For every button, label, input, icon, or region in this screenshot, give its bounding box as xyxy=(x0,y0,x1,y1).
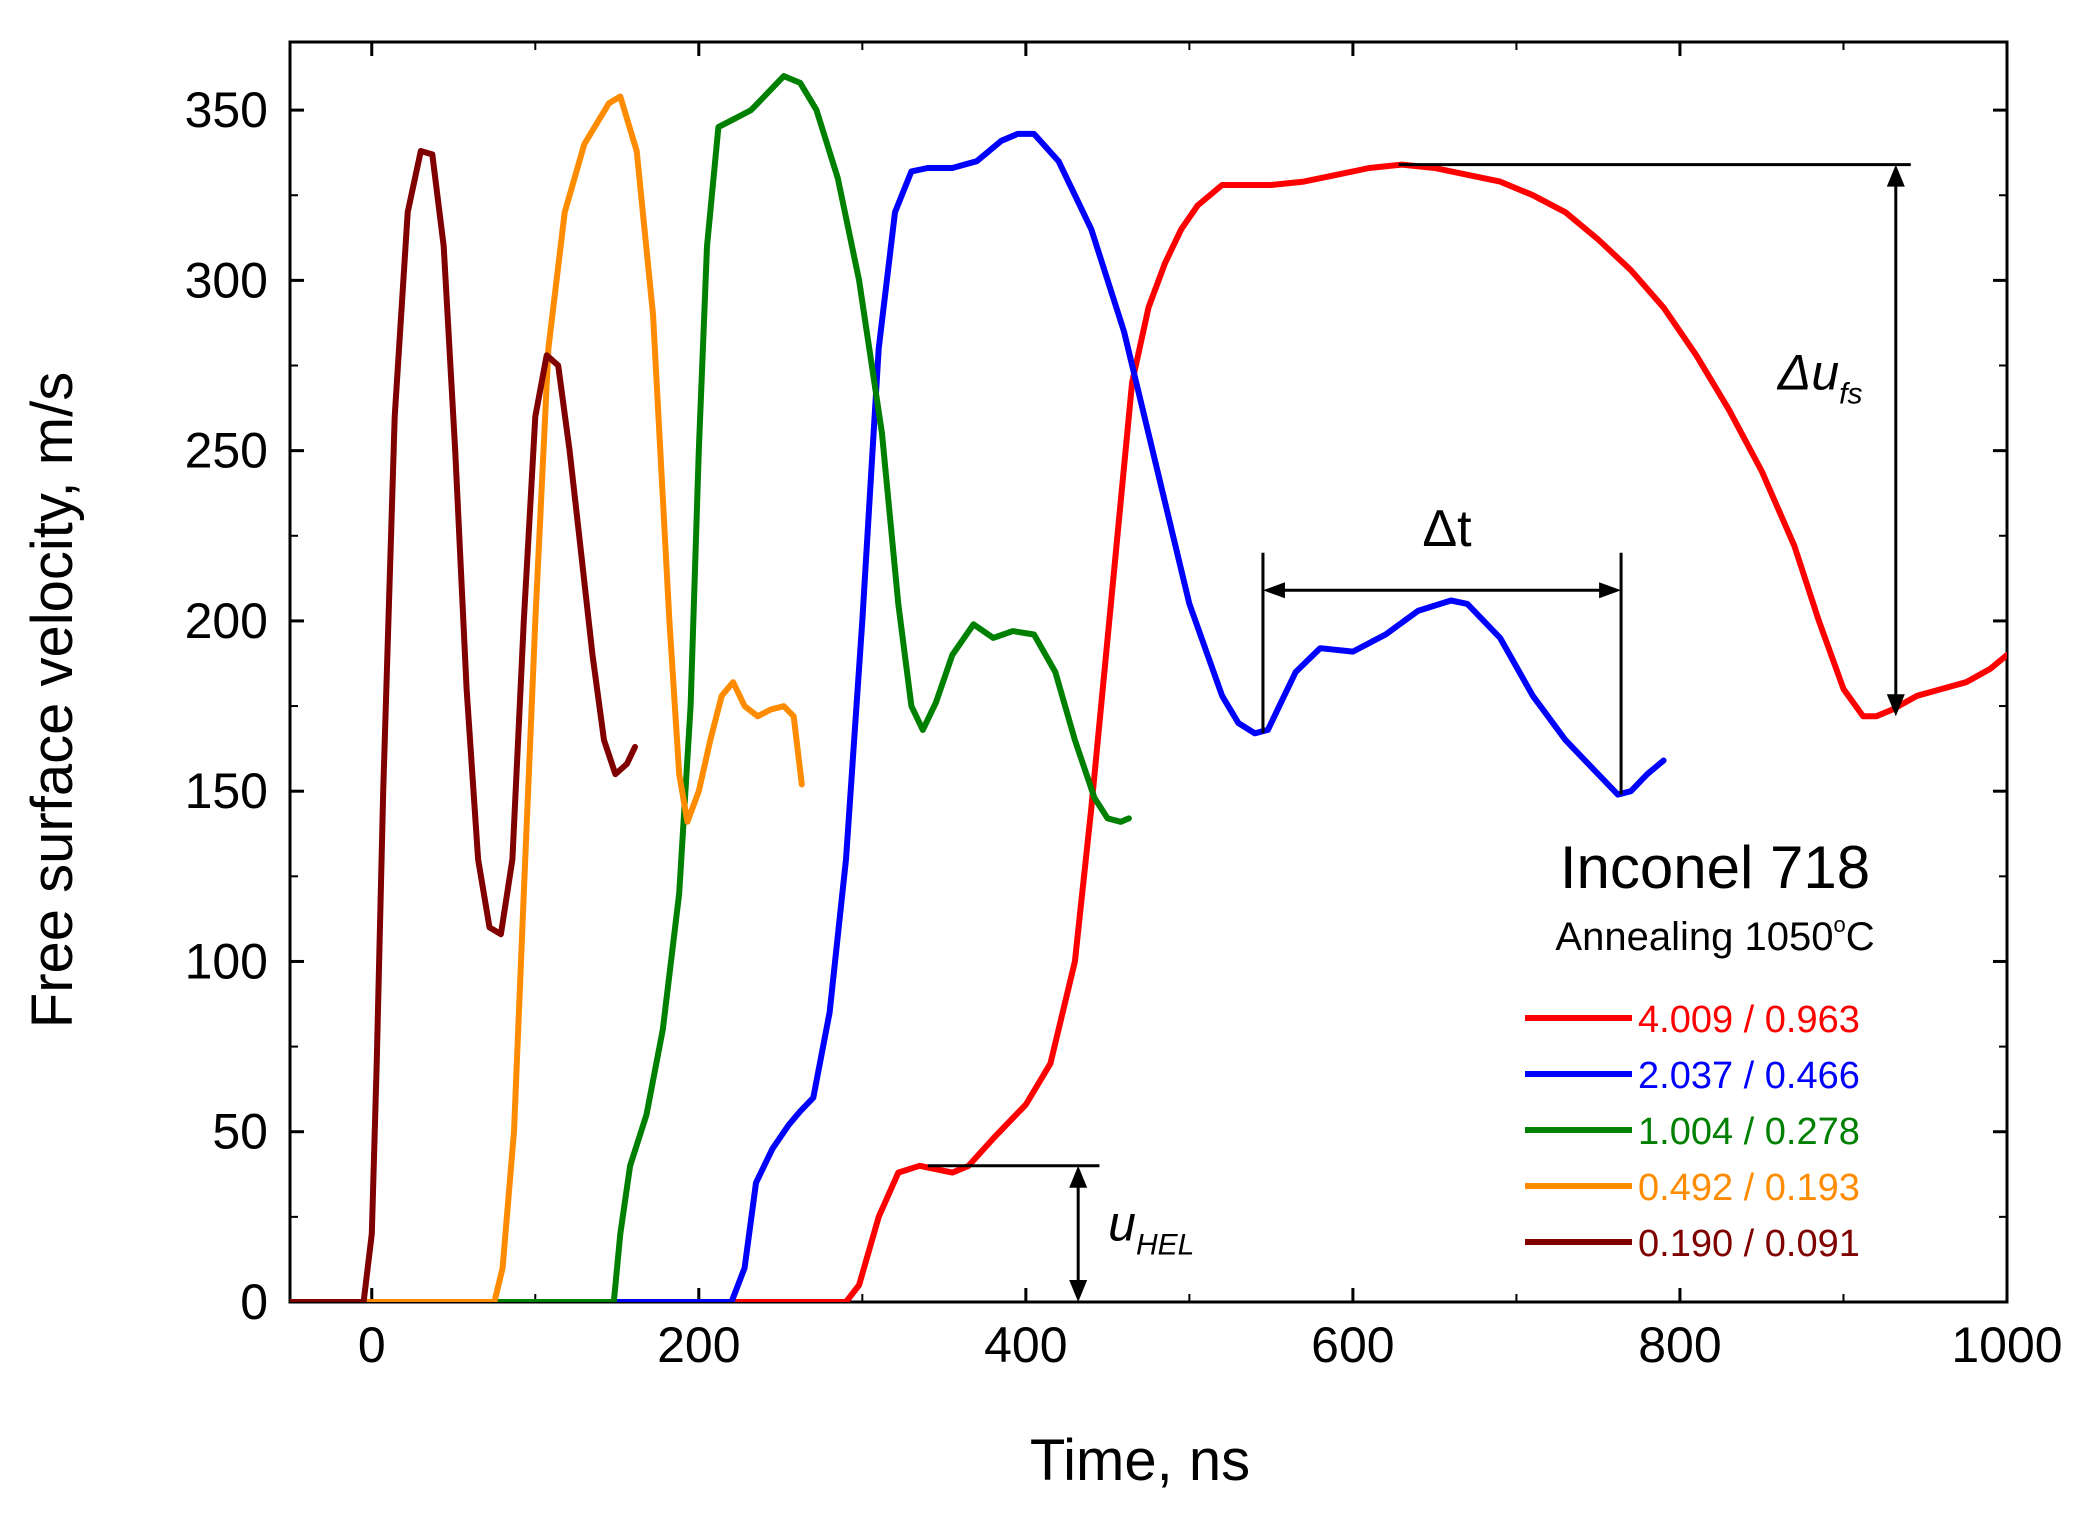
legend-label-3: 0.492 / 0.193 xyxy=(1638,1167,1860,1209)
legend-label-0: 4.009 / 0.963 xyxy=(1638,999,1860,1041)
x-tick-label: 200 xyxy=(657,1317,740,1373)
y-tick-label: 300 xyxy=(185,252,268,308)
legend-subtitle-unit: C xyxy=(1846,915,1875,959)
annotations: Δufs Δt uHEL xyxy=(927,163,1911,1302)
legend-title: Inconel 718 xyxy=(1560,834,1870,901)
u-hel-label: uHEL xyxy=(1108,1196,1194,1262)
u-hel-subscript: HEL xyxy=(1136,1229,1194,1262)
y-tick-label: 0 xyxy=(240,1274,268,1330)
legend-label-4: 0.190 / 0.091 xyxy=(1638,1223,1860,1265)
delta-u-arrow-head-down xyxy=(1886,694,1905,717)
legend-subtitle-prefix: Annealing 1050 xyxy=(1555,915,1833,959)
x-axis-title: Time, ns xyxy=(1030,1428,1250,1493)
delta-u-subscript: fs xyxy=(1839,377,1862,410)
delta-t-label: Δt xyxy=(1422,500,1472,558)
u-hel-symbol: u xyxy=(1108,1196,1136,1252)
y-tick-label: 150 xyxy=(185,763,268,819)
series-line-2 xyxy=(290,73,1132,1302)
legend-subtitle-degree: o xyxy=(1833,912,1845,937)
y-tick-label: 50 xyxy=(212,1104,268,1160)
x-tick-label: 0 xyxy=(358,1317,386,1373)
series-line-4 xyxy=(290,148,638,1302)
y-tick-label: 350 xyxy=(185,82,268,138)
legend: Inconel 718 Annealing 1050oC 4.009 / 0.963… xyxy=(1525,834,1875,1265)
x-tick-label: 400 xyxy=(984,1317,1067,1373)
delta-u-symbol: Δu xyxy=(1777,344,1839,400)
delta-t-arrow-head-right xyxy=(1599,582,1622,599)
u-hel-arrow-head-up xyxy=(1069,1165,1088,1188)
delta-u-arrow-head-up xyxy=(1886,164,1905,187)
plot-frame xyxy=(288,40,2009,1304)
axis-ticks: 0 200 400 600 800 1000 0 50 100 150 200 250 300 350 xyxy=(185,42,2063,1373)
legend-subtitle: Annealing 1050oC xyxy=(1555,912,1874,959)
legend-label-1: 2.037 / 0.466 xyxy=(1638,1055,1860,1097)
delta-u-label: Δufs xyxy=(1777,344,1863,410)
x-tick-label: 1000 xyxy=(1951,1317,2062,1373)
y-tick-label: 250 xyxy=(185,423,268,479)
legend-label-2: 1.004 / 0.278 xyxy=(1638,1111,1860,1153)
delta-t-arrow-head-left xyxy=(1262,582,1285,599)
y-tick-label: 100 xyxy=(185,933,268,989)
series-line-1 xyxy=(290,130,1667,1302)
series-line-3 xyxy=(290,93,805,1302)
y-axis-title: Free surface velocity, m/s xyxy=(20,372,85,1028)
plot-border xyxy=(288,40,2009,1304)
x-tick-label: 600 xyxy=(1311,1317,1394,1373)
x-tick-label: 800 xyxy=(1638,1317,1721,1373)
y-tick-label: 200 xyxy=(185,593,268,649)
u-hel-arrow-head-down xyxy=(1069,1280,1088,1302)
